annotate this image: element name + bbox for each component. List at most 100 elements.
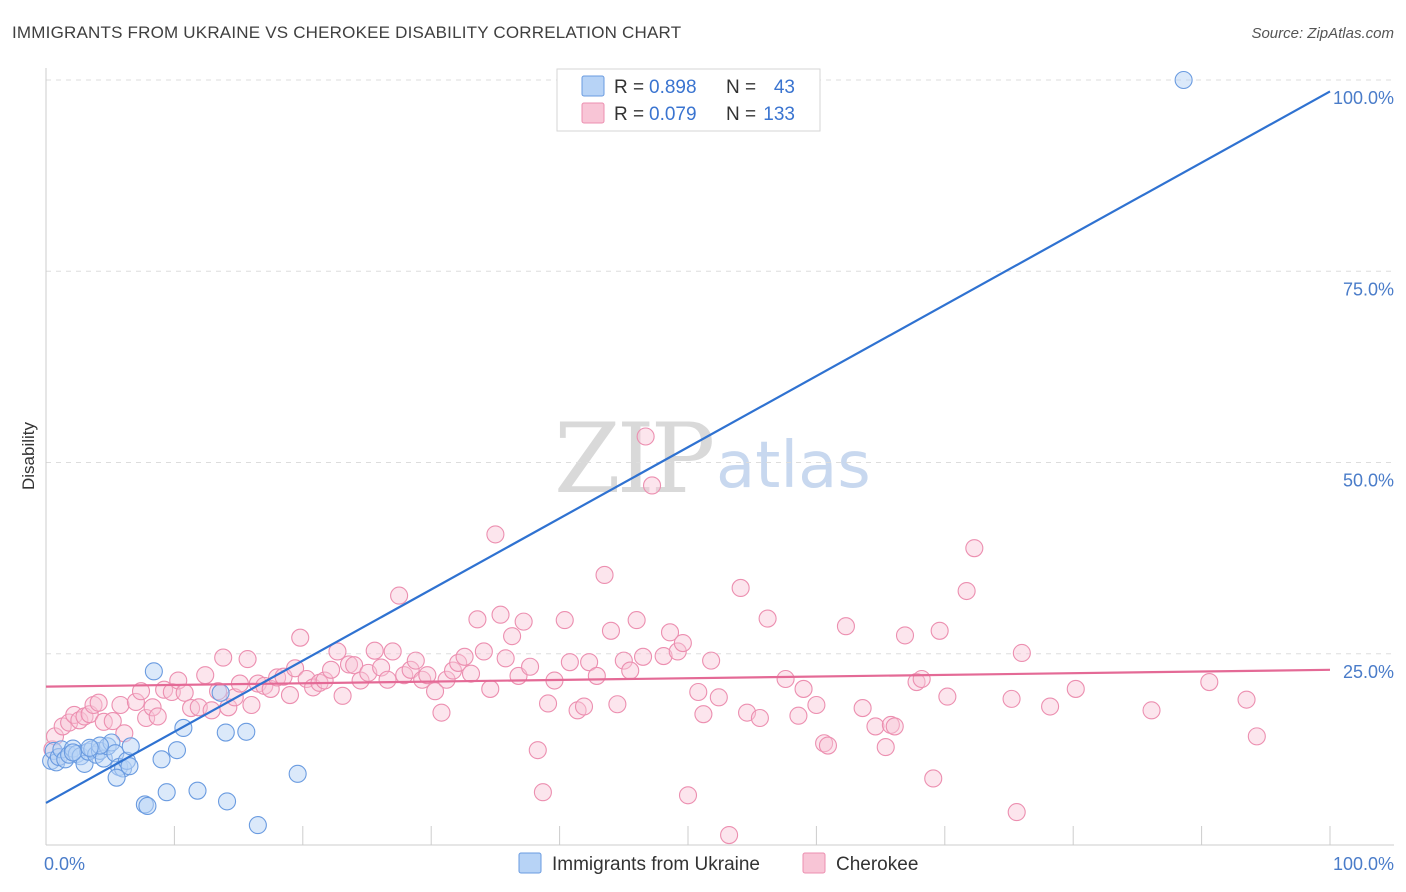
cherokee-point-12 <box>103 712 122 731</box>
x-tick-label-1: 100.0% <box>1333 854 1394 874</box>
cherokee-point-46 <box>315 671 334 690</box>
cherokee-point-13 <box>111 695 130 715</box>
bottom-legend-swatch-cherokee <box>802 852 826 874</box>
cherokee-point-70 <box>461 664 481 683</box>
cherokee-point-123 <box>876 738 895 757</box>
cherokee-point-64 <box>426 682 445 701</box>
cherokee-point-139 <box>1142 701 1161 720</box>
y-tick-label-2: 75.0% <box>1343 279 1394 299</box>
cherokee-point-127 <box>907 673 926 692</box>
cherokee-point-107 <box>702 651 721 670</box>
cherokee-point-108 <box>709 688 728 707</box>
cherokee-point-133 <box>965 539 984 558</box>
cherokee-point-98 <box>636 427 655 446</box>
cherokee-point-34 <box>242 695 261 715</box>
cherokee-point-65 <box>432 703 451 722</box>
cherokee-point-56 <box>378 670 397 689</box>
x-tick-labels: 0.0% 100.0% <box>44 854 1394 874</box>
cherokee-point-52 <box>351 671 370 690</box>
cherokee-point-122 <box>866 717 885 736</box>
cherokee-point-80 <box>521 657 540 676</box>
cherokee-point-106 <box>694 705 713 724</box>
cherokee-point-140 <box>1200 673 1219 692</box>
cherokee-point-85 <box>555 611 574 630</box>
cherokee-point-126 <box>895 626 915 645</box>
ukraine-point-37 <box>288 764 307 783</box>
cherokee-point-49 <box>333 686 352 705</box>
legend-n-value-1: 43 <box>774 77 795 98</box>
legend-swatch-ukraine <box>581 75 605 97</box>
cherokee-point-112 <box>750 708 769 728</box>
cherokee-point-96 <box>627 611 646 630</box>
cherokee-point-24 <box>182 699 201 718</box>
legend-r-value-2: 0.079 <box>649 104 697 125</box>
legend-r-value-1: 0.898 <box>649 77 697 98</box>
cherokee-point-109 <box>720 826 739 845</box>
cherokee-point-142 <box>1247 727 1266 746</box>
cherokee-point-114 <box>776 669 795 689</box>
cherokee-point-47 <box>321 660 341 679</box>
cherokee-point-102 <box>668 642 687 661</box>
cherokee-point-100 <box>654 646 673 666</box>
cherokee-point-41 <box>286 659 305 678</box>
ukraine-trend-line <box>45 90 1331 804</box>
cherokee-point-125 <box>885 717 904 736</box>
ukraine-point-34 <box>217 792 237 811</box>
cherokee-point-99 <box>642 476 662 495</box>
cherokee-point-17 <box>137 708 156 728</box>
cherokee-point-136 <box>1012 643 1031 663</box>
ukraine-point-24 <box>107 768 126 787</box>
cherokee-point-61 <box>406 651 425 670</box>
cherokee-point-86 <box>560 653 579 672</box>
cherokee-point-50 <box>339 655 359 674</box>
cherokee-point-69 <box>455 647 474 666</box>
cherokee-point-10 <box>89 693 108 712</box>
cherokee-point-128 <box>912 669 931 689</box>
y-tick-labels: 25.0% 50.0% 75.0% 100.0% <box>1333 88 1394 682</box>
cherokee-point-90 <box>587 666 606 685</box>
cherokee-point-121 <box>853 699 872 718</box>
watermark-zip: ZIP <box>554 403 713 515</box>
cherokee-point-110 <box>731 578 750 598</box>
watermark: ZIP atlas <box>554 403 871 515</box>
ukraine-point-26 <box>144 662 163 681</box>
legend-r-label-1: R = <box>614 77 644 98</box>
axes <box>45 68 1394 846</box>
cherokee-point-19 <box>148 707 167 726</box>
cherokee-point-113 <box>758 609 777 628</box>
cherokee-point-130 <box>930 621 949 640</box>
cherokee-point-103 <box>673 633 692 653</box>
series-legend: Immigrants from Ukraine Cherokee <box>518 852 918 875</box>
legend-r-label-2: R = <box>614 104 644 125</box>
legend-n-label-1: N = <box>726 77 756 98</box>
cherokee-point-119 <box>818 736 838 755</box>
cherokee-point-51 <box>345 656 364 675</box>
cherokee-point-141 <box>1237 690 1256 709</box>
chart-title: IMMIGRANTS FROM UKRAINE VS CHEROKEE DISA… <box>12 23 681 42</box>
ukraine-point-28 <box>157 783 176 802</box>
cherokee-point-42 <box>291 628 310 647</box>
cherokee-point-60 <box>401 660 420 679</box>
ukraine-point-27 <box>152 750 171 769</box>
cherokee-point-138 <box>1066 679 1085 698</box>
cherokee-point-23 <box>175 683 194 702</box>
cherokee-points <box>43 427 1266 845</box>
cherokee-point-71 <box>468 610 487 629</box>
trend-lines <box>45 90 1331 804</box>
cherokee-point-95 <box>621 661 640 680</box>
cherokee-point-83 <box>538 694 558 713</box>
cherokee-point-134 <box>1002 689 1021 708</box>
cherokee-point-137 <box>1041 697 1060 716</box>
cherokee-point-105 <box>689 682 708 702</box>
cherokee-point-29 <box>214 648 233 667</box>
cherokee-point-18 <box>143 698 162 717</box>
cherokee-point-91 <box>595 565 614 585</box>
cherokee-point-40 <box>280 686 300 705</box>
cherokee-point-94 <box>614 651 633 670</box>
cherokee-point-73 <box>481 679 500 698</box>
ukraine-point-35 <box>237 722 256 741</box>
bottom-legend-ukraine: Immigrants from Ukraine <box>552 854 760 875</box>
ukraine-point-42 <box>1174 70 1193 90</box>
cherokee-point-33 <box>238 650 257 669</box>
